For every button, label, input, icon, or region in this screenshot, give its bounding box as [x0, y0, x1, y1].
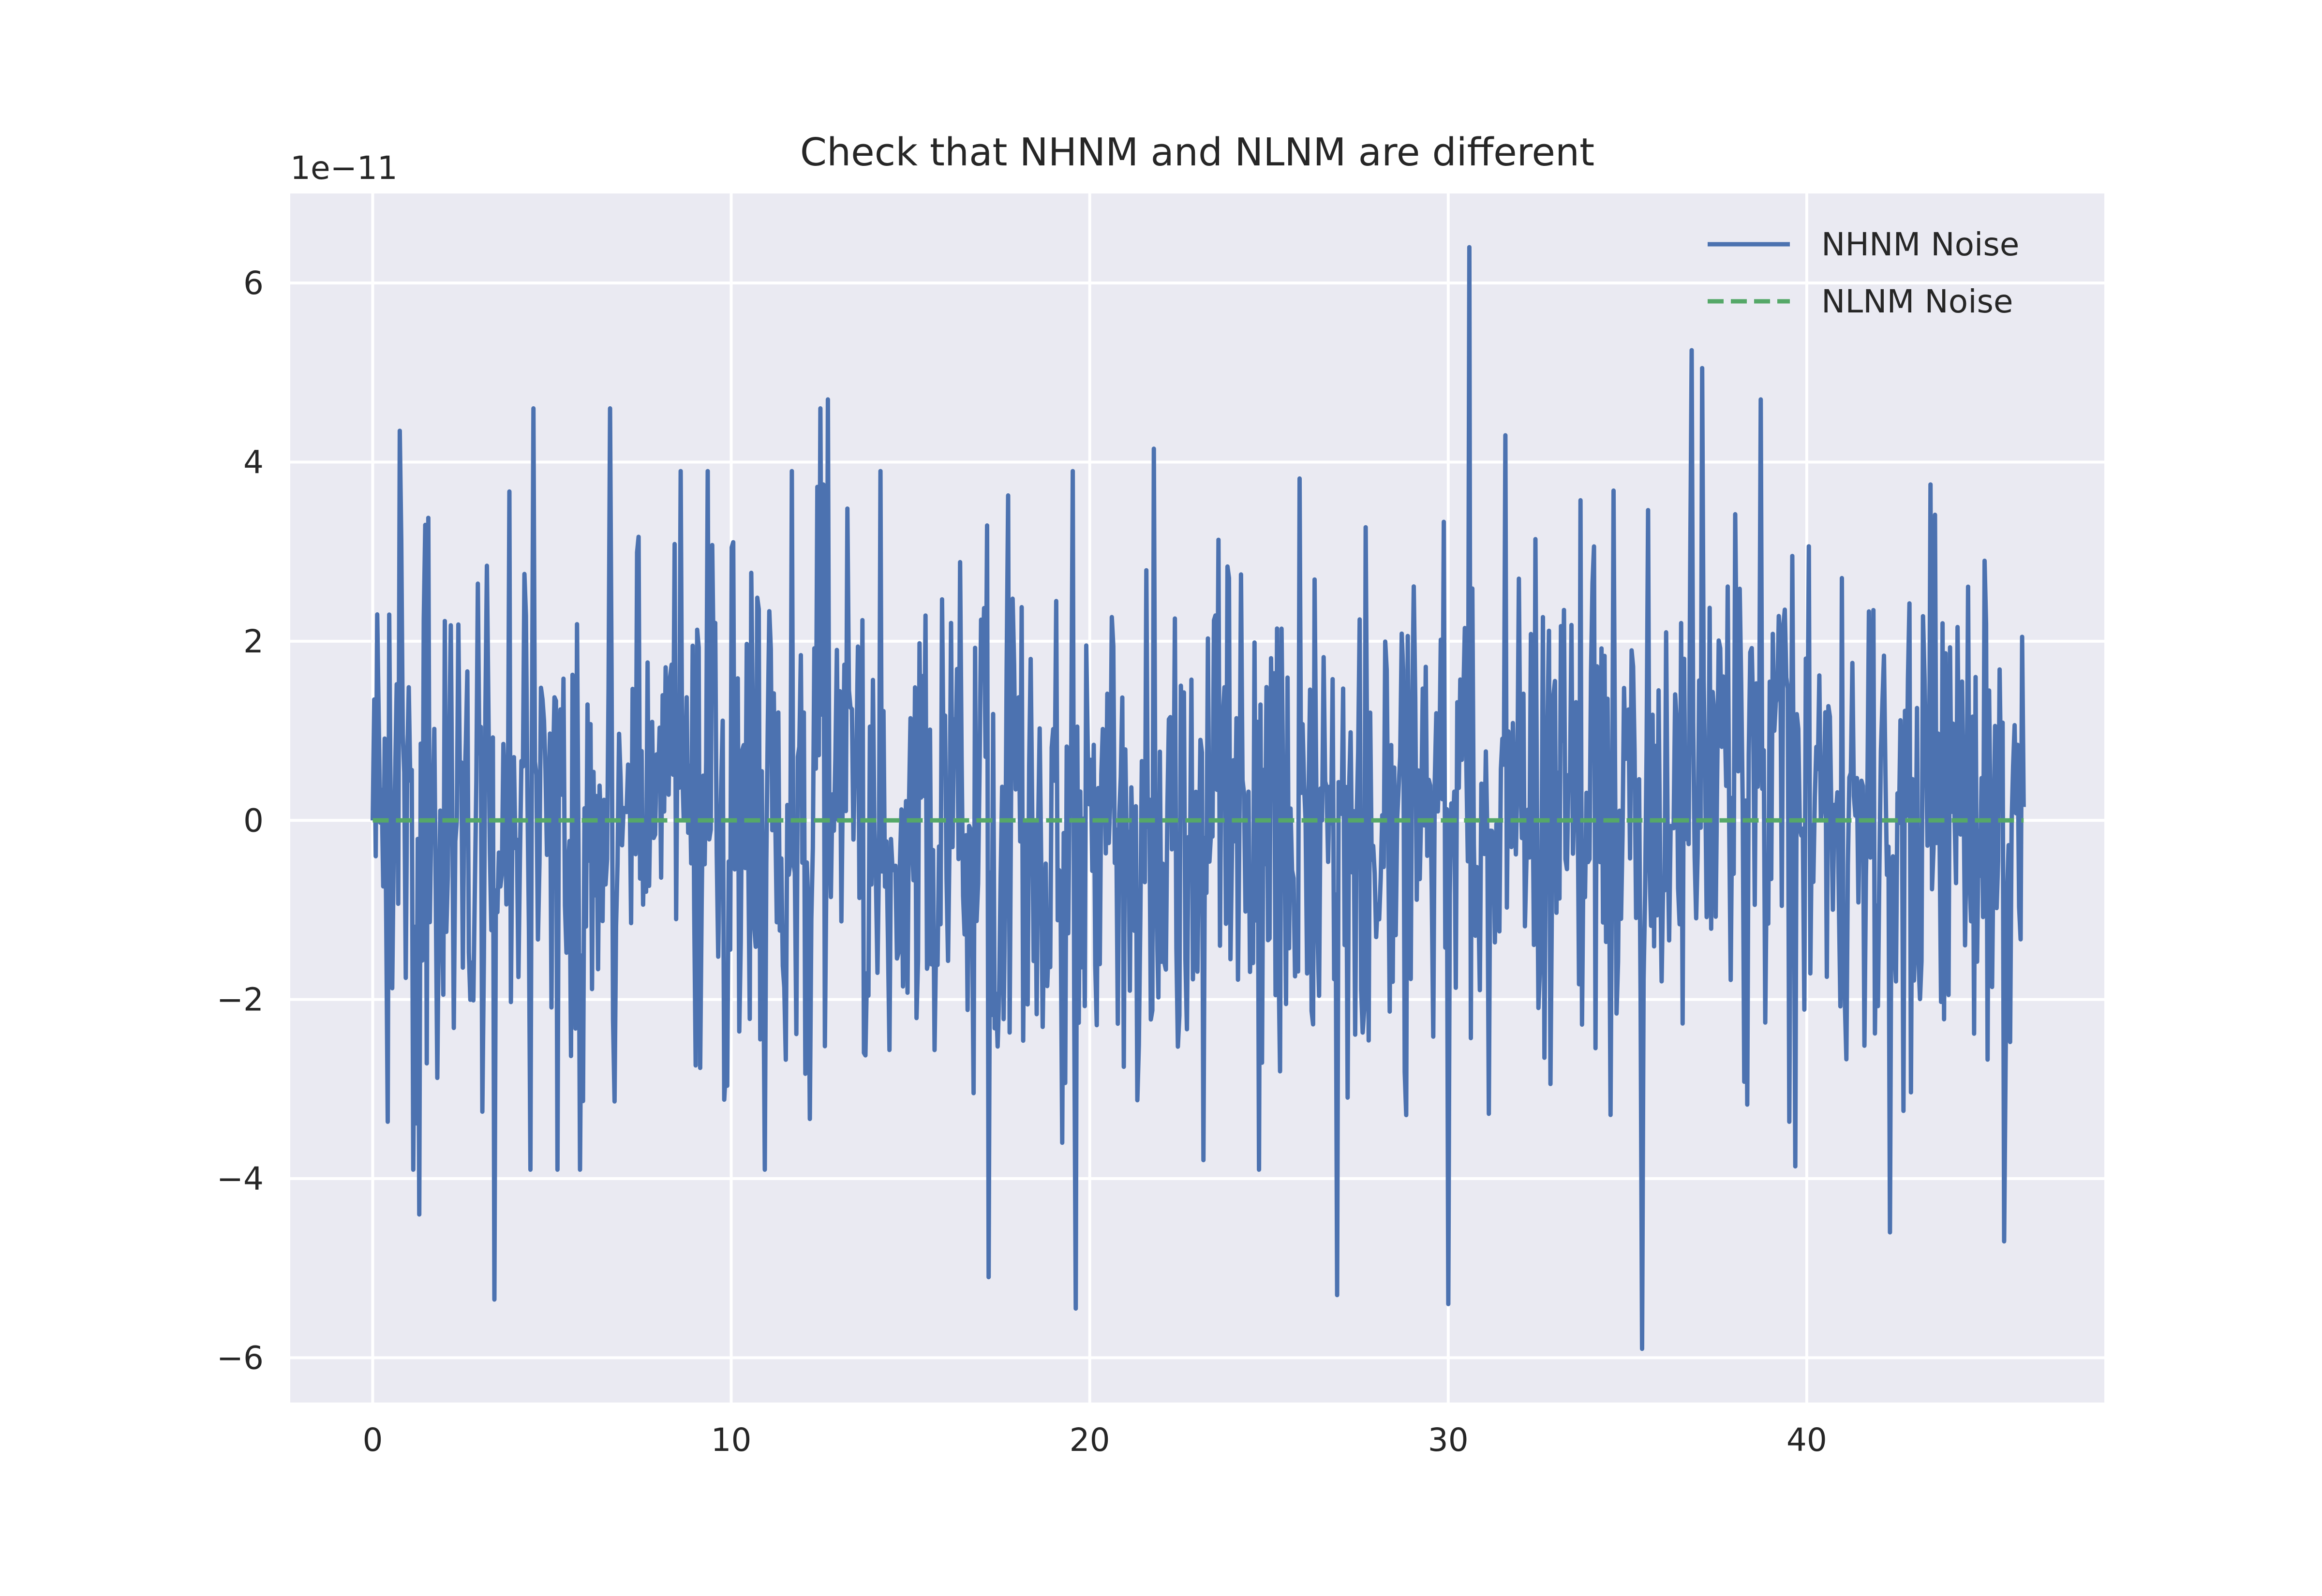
x-tick-label: 20: [1070, 1421, 1110, 1459]
legend-label: NLNM Noise: [1821, 283, 2013, 320]
x-tick-label: 30: [1428, 1421, 1469, 1459]
y-tick-label: −4: [217, 1160, 264, 1197]
legend-label: NHNM Noise: [1821, 226, 2019, 263]
x-tick-label: 10: [711, 1421, 752, 1459]
y-tick-label: 6: [243, 265, 264, 302]
series-lines: [371, 245, 2026, 1351]
chart-title: Check that NHNM and NLNM are different: [800, 130, 1594, 175]
grid-lines: [290, 193, 2104, 1403]
tick-labels: 0 10 20 30 40 −6 −4 −2 0 2 4 6: [217, 265, 1827, 1459]
x-tick-label: 40: [1786, 1421, 1827, 1459]
y-tick-label: 4: [243, 444, 264, 481]
y-tick-label: −2: [217, 981, 264, 1019]
y-axis-offset-label: 1e−11: [290, 149, 398, 187]
y-tick-label: 2: [243, 623, 264, 660]
y-tick-label: −6: [217, 1339, 264, 1376]
legend: NHNM Noise NLNM Noise: [1708, 226, 2019, 320]
x-tick-label: 0: [362, 1421, 383, 1459]
series-line-nhnm: [371, 245, 2026, 1351]
y-tick-label: 0: [243, 802, 264, 839]
